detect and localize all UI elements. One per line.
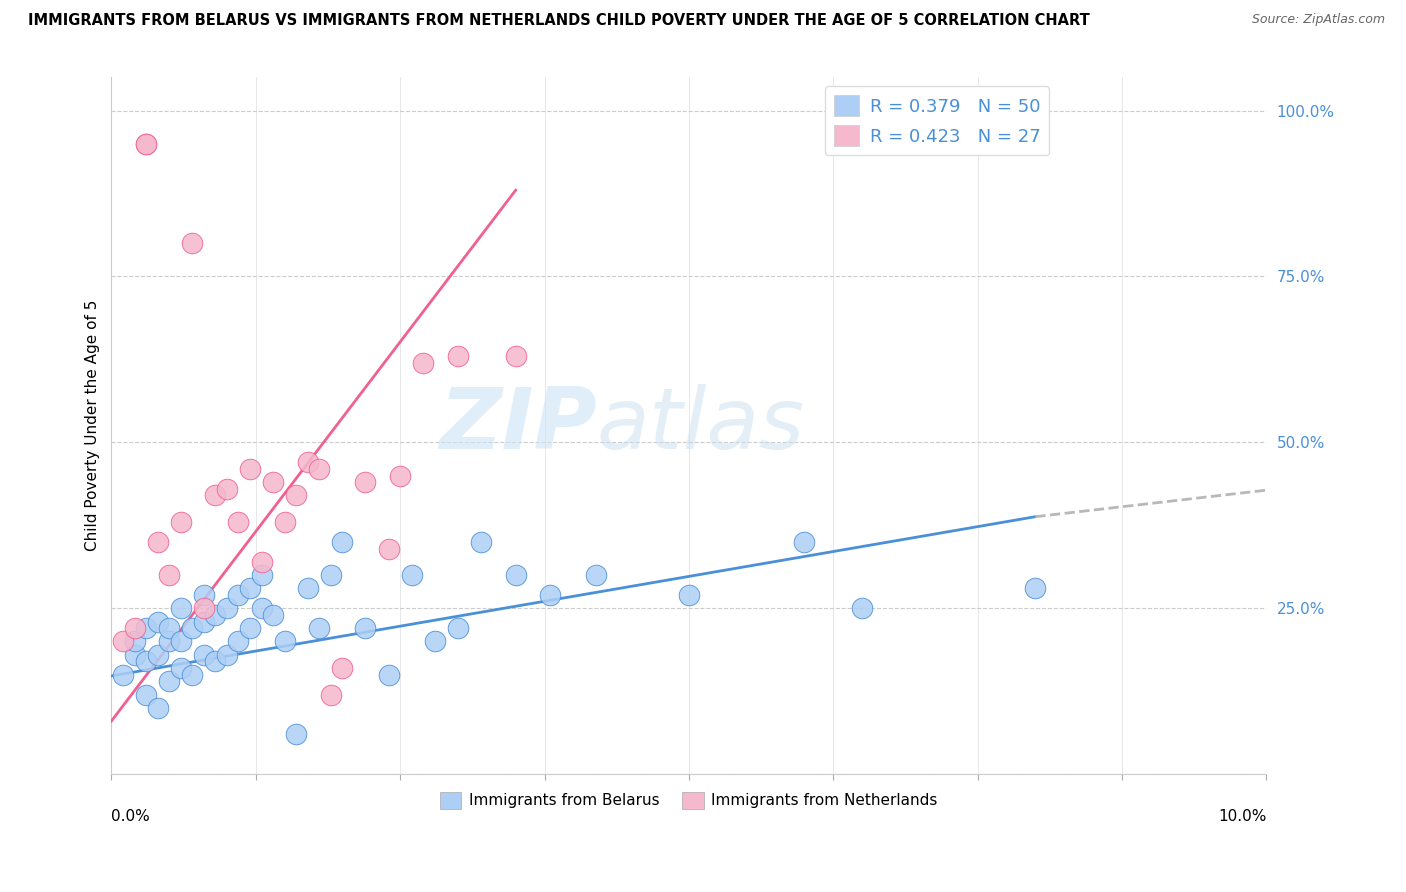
Point	[447, 349, 470, 363]
Point	[793, 535, 815, 549]
Point	[111, 667, 134, 681]
Point	[354, 475, 377, 490]
Point	[124, 648, 146, 662]
Point	[332, 535, 354, 549]
Point	[538, 588, 561, 602]
Point	[423, 634, 446, 648]
Point	[297, 582, 319, 596]
Point	[215, 482, 238, 496]
Point	[273, 634, 295, 648]
Point	[204, 607, 226, 622]
Point	[250, 568, 273, 582]
Point	[228, 634, 250, 648]
Point	[170, 601, 193, 615]
Point	[262, 475, 284, 490]
Point	[204, 488, 226, 502]
Point	[146, 648, 169, 662]
Text: IMMIGRANTS FROM BELARUS VS IMMIGRANTS FROM NETHERLANDS CHILD POVERTY UNDER THE A: IMMIGRANTS FROM BELARUS VS IMMIGRANTS FR…	[28, 13, 1090, 29]
Point	[308, 621, 330, 635]
Point	[124, 621, 146, 635]
Text: ZIP: ZIP	[439, 384, 596, 467]
Point	[250, 555, 273, 569]
Point	[111, 634, 134, 648]
Point	[181, 621, 204, 635]
Point	[181, 236, 204, 251]
Point	[181, 667, 204, 681]
Point	[157, 634, 180, 648]
Point	[319, 688, 342, 702]
Point	[170, 634, 193, 648]
Point	[354, 621, 377, 635]
Point	[319, 568, 342, 582]
Point	[135, 688, 157, 702]
Point	[377, 667, 399, 681]
Point	[193, 615, 215, 629]
Point	[262, 607, 284, 622]
Point	[157, 621, 180, 635]
Point	[193, 588, 215, 602]
Point	[447, 621, 470, 635]
Point	[239, 462, 262, 476]
Text: 10.0%: 10.0%	[1218, 809, 1267, 824]
Point	[412, 356, 434, 370]
Point	[124, 634, 146, 648]
Point	[146, 615, 169, 629]
Point	[239, 582, 262, 596]
Point	[505, 349, 527, 363]
Point	[135, 621, 157, 635]
Point	[135, 136, 157, 151]
Point	[585, 568, 607, 582]
Y-axis label: Child Poverty Under the Age of 5: Child Poverty Under the Age of 5	[86, 300, 100, 551]
Point	[377, 541, 399, 556]
Point	[678, 588, 700, 602]
Point	[505, 568, 527, 582]
Text: Source: ZipAtlas.com: Source: ZipAtlas.com	[1251, 13, 1385, 27]
Point	[193, 648, 215, 662]
Point	[389, 468, 412, 483]
Point	[273, 515, 295, 529]
Point	[146, 700, 169, 714]
Point	[228, 588, 250, 602]
Point	[297, 455, 319, 469]
Point	[401, 568, 423, 582]
Point	[135, 654, 157, 668]
Point	[146, 535, 169, 549]
Point	[250, 601, 273, 615]
Point	[851, 601, 873, 615]
Point	[215, 601, 238, 615]
Point	[285, 727, 308, 741]
Point	[204, 654, 226, 668]
Point	[239, 621, 262, 635]
Point	[170, 515, 193, 529]
Point	[470, 535, 492, 549]
Text: atlas: atlas	[596, 384, 804, 467]
Point	[228, 515, 250, 529]
Point	[157, 568, 180, 582]
Point	[157, 674, 180, 689]
Point	[285, 488, 308, 502]
Point	[332, 661, 354, 675]
Point	[170, 661, 193, 675]
Point	[215, 648, 238, 662]
Point	[1024, 582, 1046, 596]
Legend: Immigrants from Belarus, Immigrants from Netherlands: Immigrants from Belarus, Immigrants from…	[434, 785, 943, 815]
Text: 0.0%: 0.0%	[111, 809, 150, 824]
Point	[193, 601, 215, 615]
Point	[308, 462, 330, 476]
Point	[135, 136, 157, 151]
